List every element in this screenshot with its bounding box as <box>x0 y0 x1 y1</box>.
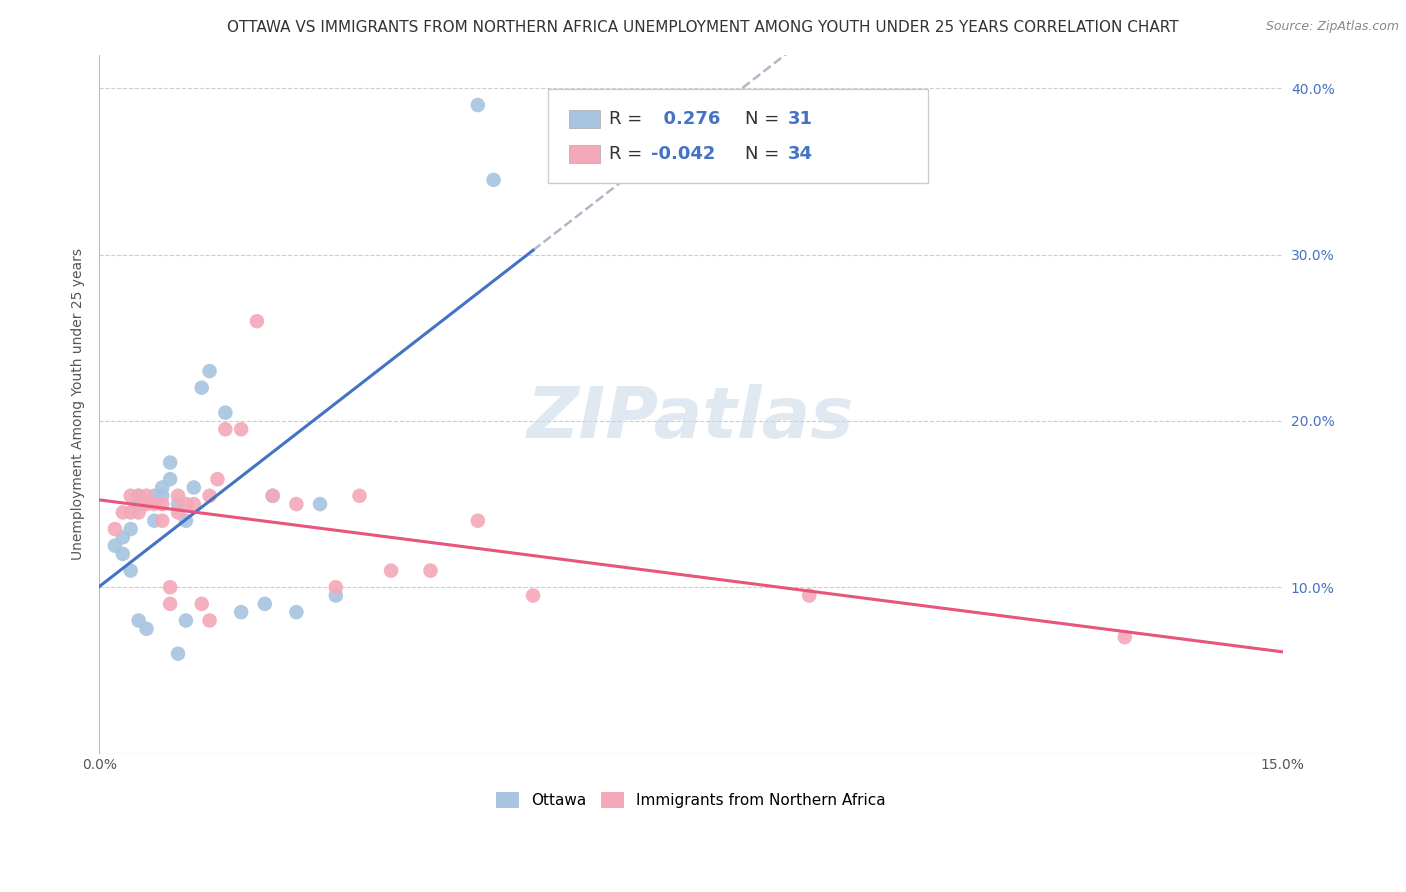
Point <box>467 98 489 112</box>
Point <box>482 173 505 187</box>
Point <box>231 422 253 436</box>
Text: 34: 34 <box>787 145 813 163</box>
Point <box>285 605 308 619</box>
Point <box>104 539 127 553</box>
Point <box>135 497 157 511</box>
Point <box>128 505 150 519</box>
Point <box>120 505 142 519</box>
Text: OTTAWA VS IMMIGRANTS FROM NORTHERN AFRICA UNEMPLOYMENT AMONG YOUTH UNDER 25 YEAR: OTTAWA VS IMMIGRANTS FROM NORTHERN AFRIC… <box>228 20 1178 35</box>
Point <box>111 505 134 519</box>
Point <box>159 580 181 594</box>
Point <box>159 597 181 611</box>
Point <box>150 514 173 528</box>
Point <box>143 489 166 503</box>
Point <box>143 497 166 511</box>
Point <box>799 589 821 603</box>
Y-axis label: Unemployment Among Youth under 25 years: Unemployment Among Youth under 25 years <box>72 248 86 560</box>
Point <box>198 489 221 503</box>
Point <box>467 514 489 528</box>
Text: 0.276: 0.276 <box>651 110 720 128</box>
Point <box>207 472 229 486</box>
Point <box>167 505 190 519</box>
Point <box>159 456 181 470</box>
Point <box>190 381 212 395</box>
Point <box>214 406 236 420</box>
Point <box>174 514 197 528</box>
Point <box>183 497 205 511</box>
Text: ZIPatlas: ZIPatlas <box>527 384 855 453</box>
Text: R =: R = <box>609 145 643 163</box>
Text: N =: N = <box>745 145 779 163</box>
Point <box>159 472 181 486</box>
Point <box>309 497 332 511</box>
Point <box>167 489 190 503</box>
Point <box>253 597 276 611</box>
Text: N =: N = <box>745 110 779 128</box>
Point <box>1114 630 1136 644</box>
Text: -0.042: -0.042 <box>651 145 716 163</box>
Point <box>380 564 402 578</box>
Point <box>167 647 190 661</box>
Point <box>104 522 127 536</box>
Point <box>349 489 371 503</box>
Point <box>262 489 284 503</box>
Text: Source: ZipAtlas.com: Source: ZipAtlas.com <box>1265 20 1399 33</box>
Point <box>190 597 212 611</box>
Point <box>285 497 308 511</box>
Point <box>150 480 173 494</box>
Point <box>419 564 441 578</box>
Point <box>214 422 236 436</box>
Point <box>150 489 173 503</box>
Point <box>174 614 197 628</box>
Point <box>325 589 347 603</box>
Point <box>198 614 221 628</box>
Point <box>128 489 150 503</box>
Point <box>231 605 253 619</box>
Point <box>111 547 134 561</box>
Text: R =: R = <box>609 110 643 128</box>
Point <box>522 589 544 603</box>
Point <box>198 364 221 378</box>
Point <box>167 497 190 511</box>
Point <box>183 480 205 494</box>
Point <box>128 497 150 511</box>
Point <box>325 580 347 594</box>
Point <box>262 489 284 503</box>
Point <box>135 622 157 636</box>
Point <box>246 314 269 328</box>
Point <box>174 497 197 511</box>
Point <box>120 489 142 503</box>
Text: 31: 31 <box>787 110 813 128</box>
Point <box>120 564 142 578</box>
Point <box>120 522 142 536</box>
Point <box>128 489 150 503</box>
Point <box>111 530 134 544</box>
Point <box>128 614 150 628</box>
Point <box>135 489 157 503</box>
Point <box>143 514 166 528</box>
Legend: Ottawa, Immigrants from Northern Africa: Ottawa, Immigrants from Northern Africa <box>488 784 894 815</box>
Point <box>150 497 173 511</box>
